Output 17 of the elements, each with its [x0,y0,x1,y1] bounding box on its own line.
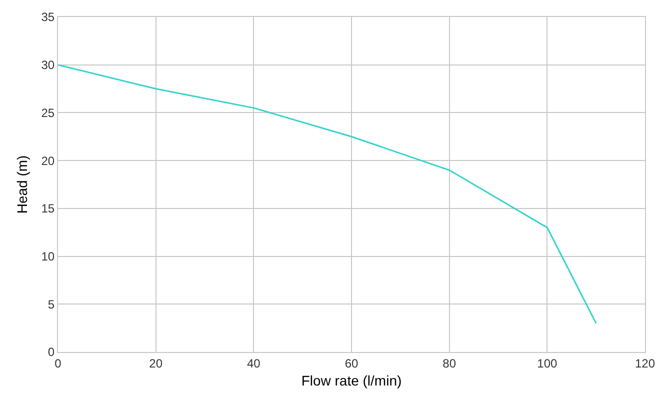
y-tick-label: 5 [48,297,55,312]
y-tick-label: 10 [41,249,55,264]
line-series [58,64,597,324]
y-tick-label: 20 [41,154,55,168]
y-tick-label: 15 [41,202,55,216]
y-axis-title: Head (m) [14,155,30,214]
y-tick-label: 35 [41,10,55,24]
x-axis-title: Flow rate (l/min) [301,372,402,389]
x-tick-label: 120 [634,356,656,370]
x-tick-label: 40 [246,356,261,370]
x-tick-label: 60 [344,356,358,370]
x-tick-label: 100 [537,356,558,370]
y-tick-label: 0 [48,345,55,360]
y-tick-label: 25 [41,106,55,120]
x-tick-label: 80 [442,356,456,370]
y-tick-label: 30 [41,58,55,72]
x-tick-label: 20 [149,356,163,370]
